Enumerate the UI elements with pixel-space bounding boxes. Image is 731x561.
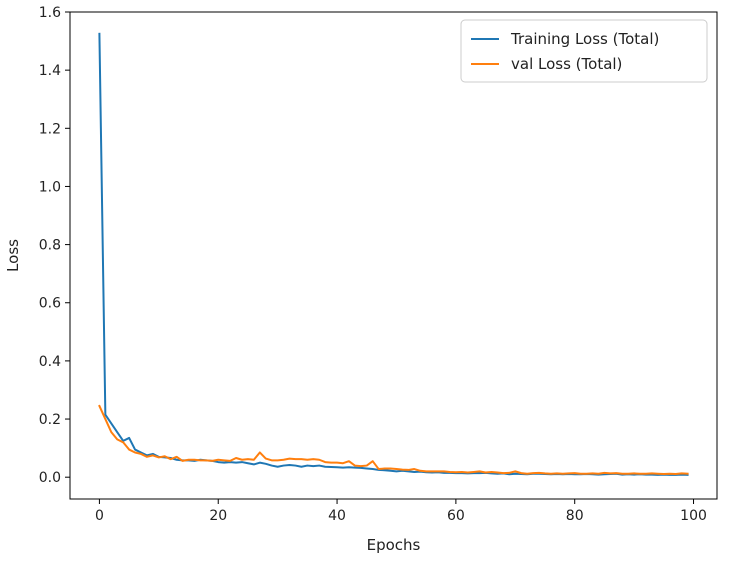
y-axis-ticks: 0.0 0.2 0.4 0.6 0.8 1.0 1.2 1.4 1.6 xyxy=(39,5,70,486)
series-layer xyxy=(98,32,689,476)
legend-box xyxy=(460,19,708,83)
y-tick-label: 0.8 xyxy=(39,238,61,254)
plot-frame xyxy=(69,11,718,500)
y-axis-label: Loss xyxy=(4,239,22,272)
y-tick-label: 0.4 xyxy=(39,354,61,370)
x-tick-label: 100 xyxy=(680,508,707,524)
y-tick-label: 1.4 xyxy=(39,63,61,79)
x-axis-label: Epochs xyxy=(367,536,421,554)
y-tick-label: 1.0 xyxy=(39,179,61,195)
series-line-1 xyxy=(98,404,689,475)
legend: Training Loss (Total) val Loss (Total) xyxy=(460,19,708,83)
y-tick-label: 1.2 xyxy=(39,121,61,137)
x-tick-label: 40 xyxy=(328,508,346,524)
x-tick-label: 80 xyxy=(566,508,584,524)
y-tick-label: 0.0 xyxy=(39,470,61,486)
legend-label: val Loss (Total) xyxy=(511,55,622,73)
x-axis-ticks: 0 20 40 60 80 100 xyxy=(95,499,707,524)
y-tick-label: 1.6 xyxy=(39,5,61,21)
x-tick-label: 0 xyxy=(95,508,104,524)
legend-label: Training Loss (Total) xyxy=(510,30,659,48)
y-tick-label: 0.6 xyxy=(39,296,61,312)
plot-area xyxy=(70,12,717,499)
x-tick-label: 20 xyxy=(209,508,227,524)
x-tick-label: 60 xyxy=(447,508,465,524)
y-tick-label: 0.2 xyxy=(39,412,61,428)
